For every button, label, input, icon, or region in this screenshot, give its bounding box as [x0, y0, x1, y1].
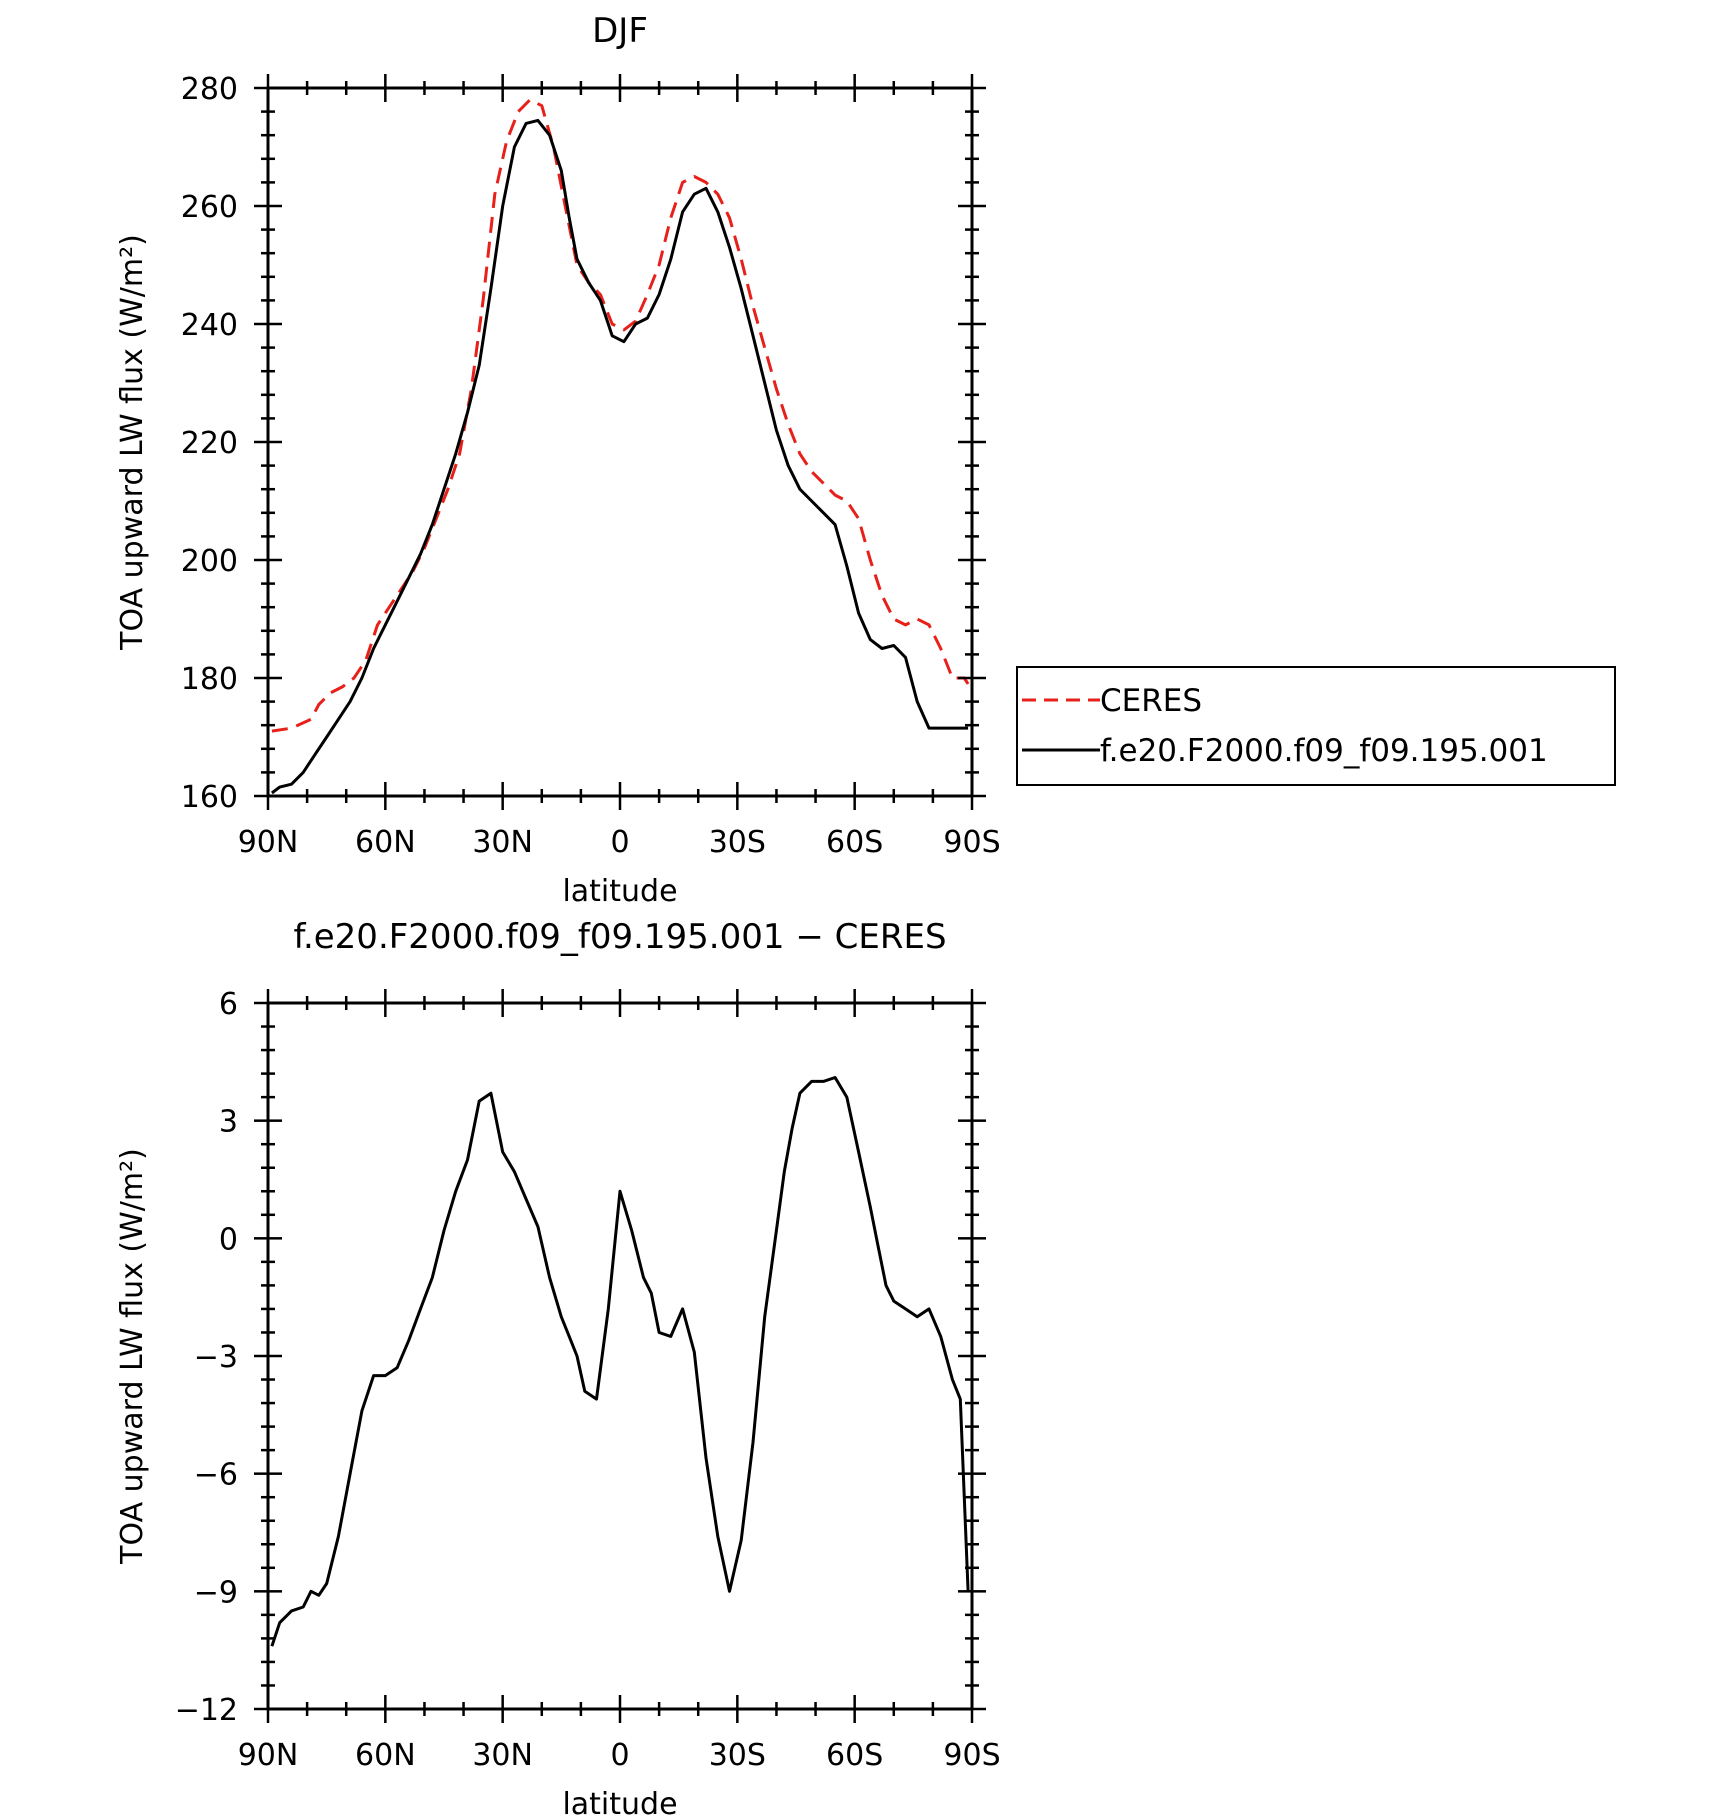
- x-tick-label: 90N: [238, 825, 299, 860]
- x-tick-label: 90S: [943, 825, 1000, 860]
- y-tick-label: 220: [181, 426, 238, 461]
- y-tick-label: −6: [194, 1458, 238, 1493]
- difference-series-line: [270, 1076, 970, 1647]
- y-tick-label: −3: [194, 1340, 238, 1375]
- y-tick-label: −12: [175, 1693, 238, 1728]
- top-chart-y-axis-label: TOA upward LW flux (W/m²): [115, 234, 150, 651]
- y-tick-label: 6: [219, 987, 238, 1022]
- top-chart-frame: [266, 86, 974, 798]
- y-tick-label: 240: [181, 308, 238, 343]
- bottom-chart-series-group: [270, 1076, 970, 1647]
- y-tick-label: 160: [181, 780, 238, 815]
- x-tick-label: 90N: [238, 1738, 299, 1773]
- legend-entry-model: f.e20.F2000.f09_f09.195.001: [1100, 733, 1548, 769]
- x-tick-label: 30S: [709, 1738, 766, 1773]
- x-tick-label: 90S: [943, 1738, 1000, 1773]
- bottom-chart-frame: [266, 1001, 974, 1711]
- bottom-chart-title: f.e20.F2000.f09_f09.195.001 − CERES: [293, 917, 946, 957]
- legend: CERES f.e20.F2000.f09_f09.195.001: [1016, 666, 1616, 786]
- legend-entry-ceres: CERES: [1100, 683, 1202, 719]
- x-tick-label: 60N: [355, 1738, 416, 1773]
- x-tick-label: 30S: [709, 825, 766, 860]
- top-chart-panel: DJF 90N 60N 30N 0 30S 60S 90S 160 180 200 220 240 26…: [115, 11, 1001, 909]
- y-tick-label: 280: [181, 72, 238, 107]
- top-chart-ticks: 90N 60N 30N 0 30S 60S 90S 160 180 200 220 240 260 280: [181, 72, 1001, 860]
- legend-box: [1016, 666, 1616, 786]
- x-tick-label: 60S: [826, 1738, 883, 1773]
- top-chart-title: DJF: [592, 11, 648, 51]
- bottom-chart-x-axis-label: latitude: [562, 1787, 677, 1816]
- x-tick-label: 30N: [472, 825, 533, 860]
- bottom-chart-y-axis-label: TOA upward LW flux (W/m²): [115, 1148, 150, 1565]
- top-chart-x-axis-label: latitude: [562, 874, 677, 909]
- y-tick-label: 260: [181, 190, 238, 225]
- x-tick-label: 0: [610, 1738, 629, 1773]
- y-tick-label: 180: [181, 662, 238, 697]
- top-chart-series-group: [270, 98, 970, 795]
- y-tick-label: 3: [219, 1105, 238, 1140]
- model-series-line: [270, 118, 969, 795]
- ceres-series-line: [271, 98, 970, 733]
- x-tick-label: 60N: [355, 825, 416, 860]
- x-tick-label: 60S: [826, 825, 883, 860]
- bottom-chart-panel: f.e20.F2000.f09_f09.195.001 − CERES 90N 6…: [115, 917, 1001, 1816]
- x-tick-label: 0: [610, 825, 629, 860]
- y-tick-label: 200: [181, 544, 238, 579]
- y-tick-label: 0: [219, 1222, 238, 1257]
- x-tick-label: 30N: [472, 1738, 533, 1773]
- y-tick-label: −9: [194, 1575, 238, 1610]
- bottom-chart-ticks: 90N 60N 30N 0 30S 60S 90S −12 −9 −6 −3 0 3 6: [175, 987, 1001, 1773]
